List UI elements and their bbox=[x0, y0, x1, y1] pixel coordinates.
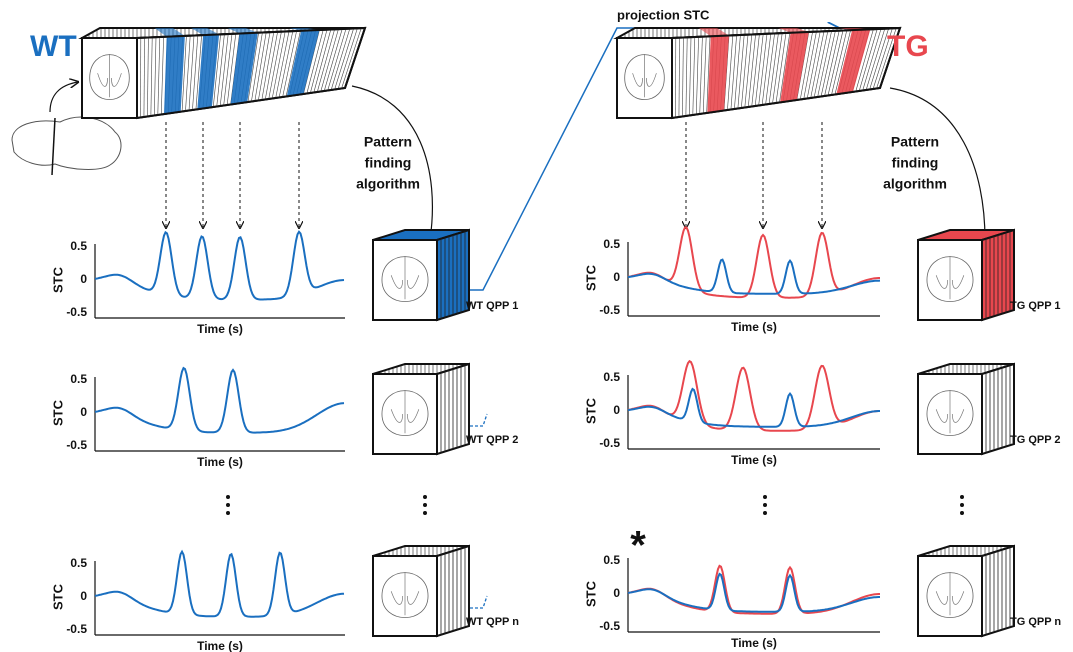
y-tick-label: 0 bbox=[613, 586, 620, 600]
y-tick-label: 0 bbox=[80, 405, 87, 419]
group-label: WT bbox=[30, 30, 77, 63]
group-label: TG bbox=[887, 30, 929, 63]
y-axis-label: STC bbox=[583, 580, 598, 607]
stc-curve bbox=[628, 574, 880, 612]
y-tick-label: 0.5 bbox=[603, 553, 620, 567]
y-axis-label: STC bbox=[50, 399, 65, 426]
y-tick-label: 0 bbox=[613, 403, 620, 417]
stc-curve bbox=[95, 552, 344, 617]
algorithm-label: finding bbox=[365, 155, 412, 171]
y-tick-label: 0.5 bbox=[70, 239, 87, 253]
y-tick-label: 0.5 bbox=[70, 556, 87, 570]
x-axis-label: Time (s) bbox=[731, 453, 777, 467]
y-tick-label: 0 bbox=[613, 270, 620, 284]
ellipsis-dot bbox=[423, 495, 427, 499]
qpp-label: WT QPP 2 bbox=[466, 434, 518, 446]
y-tick-label: 0.5 bbox=[70, 372, 87, 386]
projection-stub bbox=[470, 596, 487, 608]
y-tick-label: -0.5 bbox=[599, 436, 620, 450]
ellipsis-dot bbox=[960, 495, 964, 499]
x-axis-label: Time (s) bbox=[197, 455, 243, 469]
ellipsis-dot bbox=[763, 511, 767, 515]
annotation: * bbox=[630, 524, 646, 568]
slice-arrow bbox=[50, 82, 78, 112]
stc-curve bbox=[95, 232, 344, 300]
y-tick-label: 0.5 bbox=[603, 237, 620, 251]
y-tick-label: -0.5 bbox=[599, 303, 620, 317]
y-tick-label: -0.5 bbox=[66, 305, 87, 319]
qpp-label: WT QPP 1 bbox=[466, 300, 518, 312]
projection-label: projection STC bbox=[617, 7, 710, 22]
qpp-label: TG QPP n bbox=[1010, 616, 1061, 628]
x-axis-label: Time (s) bbox=[731, 636, 777, 650]
y-tick-label: -0.5 bbox=[599, 619, 620, 633]
y-tick-label: 0 bbox=[80, 589, 87, 603]
x-axis-label: Time (s) bbox=[197, 322, 243, 336]
x-axis-label: Time (s) bbox=[197, 639, 243, 652]
ellipsis-dot bbox=[423, 511, 427, 515]
y-axis-label: STC bbox=[583, 397, 598, 424]
y-axis-label: STC bbox=[50, 266, 65, 293]
qpp-label: TG QPP 2 bbox=[1010, 434, 1061, 446]
slice-line bbox=[52, 118, 55, 175]
stc-curve bbox=[628, 227, 880, 297]
x-axis-label: Time (s) bbox=[731, 320, 777, 334]
y-axis-label: STC bbox=[50, 583, 65, 610]
y-tick-label: -0.5 bbox=[66, 438, 87, 452]
ellipsis-dot bbox=[960, 503, 964, 507]
brain-sketch bbox=[12, 117, 121, 169]
algorithm-label: Pattern bbox=[364, 134, 412, 150]
qpp-label: TG QPP 1 bbox=[1010, 300, 1061, 312]
ellipsis-dot bbox=[960, 511, 964, 515]
y-tick-label: 0 bbox=[80, 272, 87, 286]
y-axis-label: STC bbox=[583, 264, 598, 291]
ellipsis-dot bbox=[226, 511, 230, 515]
qpp-label: WT QPP n bbox=[466, 616, 519, 628]
ellipsis-dot bbox=[763, 495, 767, 499]
ellipsis-dot bbox=[763, 503, 767, 507]
algorithm-label: finding bbox=[892, 155, 939, 171]
y-tick-label: 0.5 bbox=[603, 370, 620, 384]
ellipsis-dot bbox=[226, 495, 230, 499]
algorithm-label: algorithm bbox=[356, 176, 420, 192]
y-tick-label: -0.5 bbox=[66, 622, 87, 636]
stc-curve bbox=[95, 368, 344, 433]
algorithm-label: Pattern bbox=[891, 134, 939, 150]
ellipsis-dot bbox=[226, 503, 230, 507]
algorithm-label: algorithm bbox=[883, 176, 947, 192]
figure: WT QPP 1 TG QPP 1 WT QPP 2 TG QPP 2 WT QPP n… bbox=[0, 0, 1073, 652]
ellipsis-dot bbox=[423, 503, 427, 507]
projection-stub bbox=[470, 414, 487, 426]
